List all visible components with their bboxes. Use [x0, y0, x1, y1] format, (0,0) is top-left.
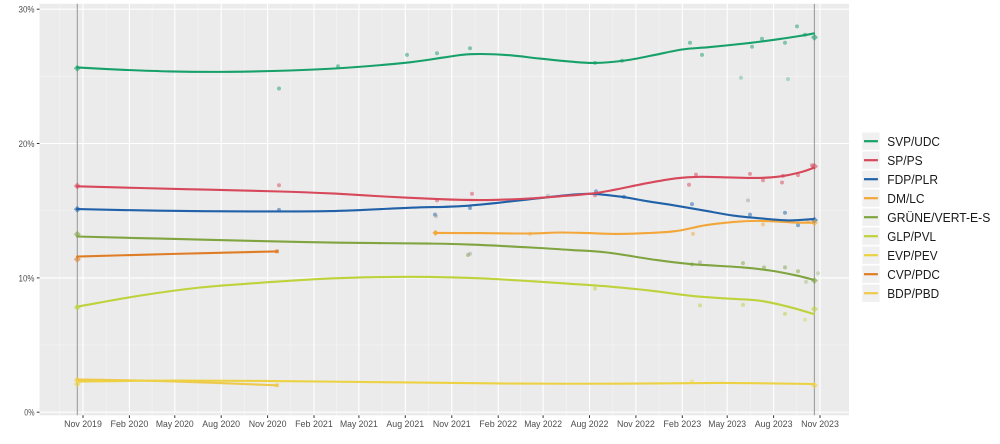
svg-text:BDP/PBD: BDP/PBD — [887, 286, 939, 301]
svg-text:Feb 2021: Feb 2021 — [295, 419, 333, 429]
svg-text:Nov 2020: Nov 2020 — [249, 419, 287, 429]
svg-text:SP/PS: SP/PS — [887, 153, 923, 168]
svg-text:Nov 2022: Nov 2022 — [617, 419, 655, 429]
svg-text:Feb 2023: Feb 2023 — [663, 419, 701, 429]
svg-text:Aug 2022: Aug 2022 — [571, 419, 609, 429]
svg-text:GRÜNE/VERT-E-S: GRÜNE/VERT-E-S — [887, 210, 990, 225]
svg-text:10%: 10% — [19, 273, 35, 283]
svg-text:30%: 30% — [19, 5, 35, 15]
svg-text:EVP/PEV: EVP/PEV — [887, 248, 938, 263]
svg-text:May 2022: May 2022 — [524, 419, 562, 429]
svg-text:Nov 2021: Nov 2021 — [433, 419, 471, 429]
svg-text:Feb 2022: Feb 2022 — [479, 419, 517, 429]
svg-text:Nov 2023: Nov 2023 — [801, 419, 839, 429]
svg-text:Aug 2021: Aug 2021 — [386, 419, 424, 429]
svg-text:GLP/PVL: GLP/PVL — [887, 229, 936, 244]
svg-text:Feb 2020: Feb 2020 — [111, 419, 149, 429]
svg-text:DM/LC: DM/LC — [887, 191, 924, 206]
svg-text:FDP/PLR: FDP/PLR — [887, 172, 938, 187]
svg-text:0%: 0% — [24, 408, 34, 418]
svg-text:20%: 20% — [19, 139, 35, 149]
svg-text:May 2021: May 2021 — [340, 419, 378, 429]
svg-text:May 2020: May 2020 — [156, 419, 194, 429]
svg-text:May 2023: May 2023 — [708, 419, 746, 429]
svg-text:Nov 2019: Nov 2019 — [64, 419, 102, 429]
svg-text:SVP/UDC: SVP/UDC — [887, 134, 940, 149]
svg-text:CVP/PDC: CVP/PDC — [887, 267, 940, 282]
svg-text:Aug 2020: Aug 2020 — [202, 419, 240, 429]
svg-text:Aug 2023: Aug 2023 — [755, 419, 793, 429]
